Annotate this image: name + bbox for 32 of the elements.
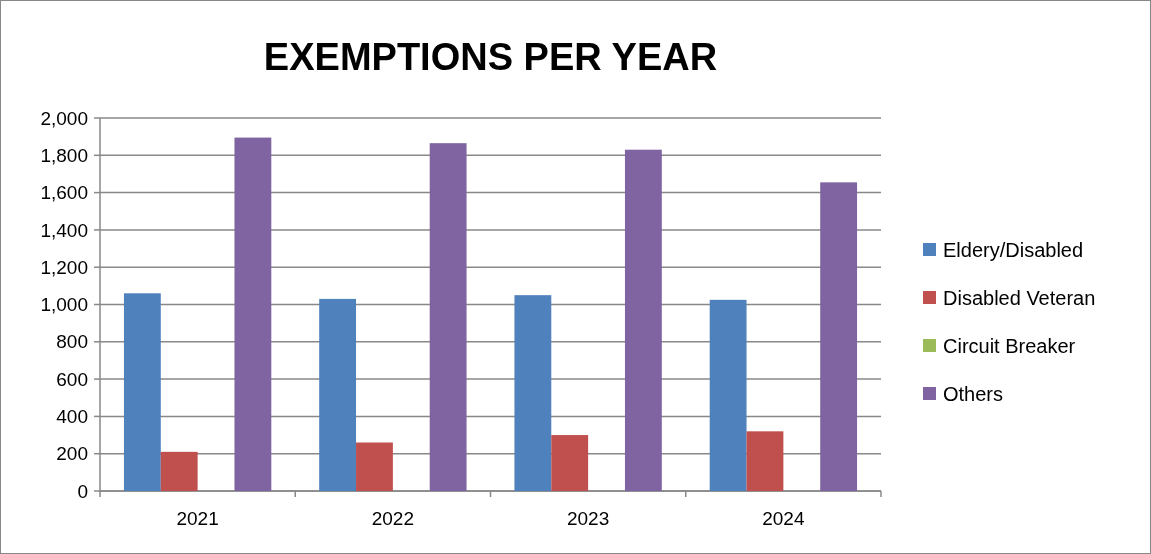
- x-tick-label: 2024: [762, 508, 805, 529]
- y-tick-label: 1,000: [40, 294, 88, 316]
- bar: [514, 295, 552, 491]
- x-tick-label: 2021: [176, 508, 219, 529]
- y-tick-label: 200: [56, 443, 88, 465]
- y-tick-label: 1,600: [40, 182, 88, 204]
- y-tick-label: 800: [56, 331, 88, 353]
- legend-label: Circuit Breaker: [943, 335, 1076, 357]
- y-tick-label: 1,200: [40, 256, 88, 278]
- bar: [319, 298, 357, 491]
- legend-label: Disabled Veteran: [943, 287, 1096, 309]
- bar: [123, 293, 161, 491]
- bar: [820, 182, 858, 491]
- bar: [429, 143, 467, 491]
- bar: [160, 451, 198, 491]
- legend-label: Others: [943, 383, 1004, 405]
- legend-label: Eldery/Disabled: [943, 239, 1084, 261]
- x-tick-label: 2023: [566, 508, 610, 529]
- y-tick-label: 0: [77, 480, 88, 502]
- y-tick-label: 600: [56, 368, 88, 390]
- bar: [746, 431, 784, 491]
- bar: [624, 149, 662, 491]
- y-tick-label: 1,800: [40, 144, 88, 166]
- y-tick-label: 1,400: [40, 219, 88, 241]
- bar: [234, 137, 272, 491]
- bar: [709, 299, 747, 491]
- x-tick-label: 2022: [371, 508, 415, 529]
- bar: [356, 442, 393, 491]
- chart-title: EXEMPTIONS PER YEAR: [263, 36, 718, 78]
- y-tick-label: 2,000: [40, 107, 88, 129]
- y-tick-label: 400: [56, 406, 88, 428]
- bar: [551, 435, 589, 491]
